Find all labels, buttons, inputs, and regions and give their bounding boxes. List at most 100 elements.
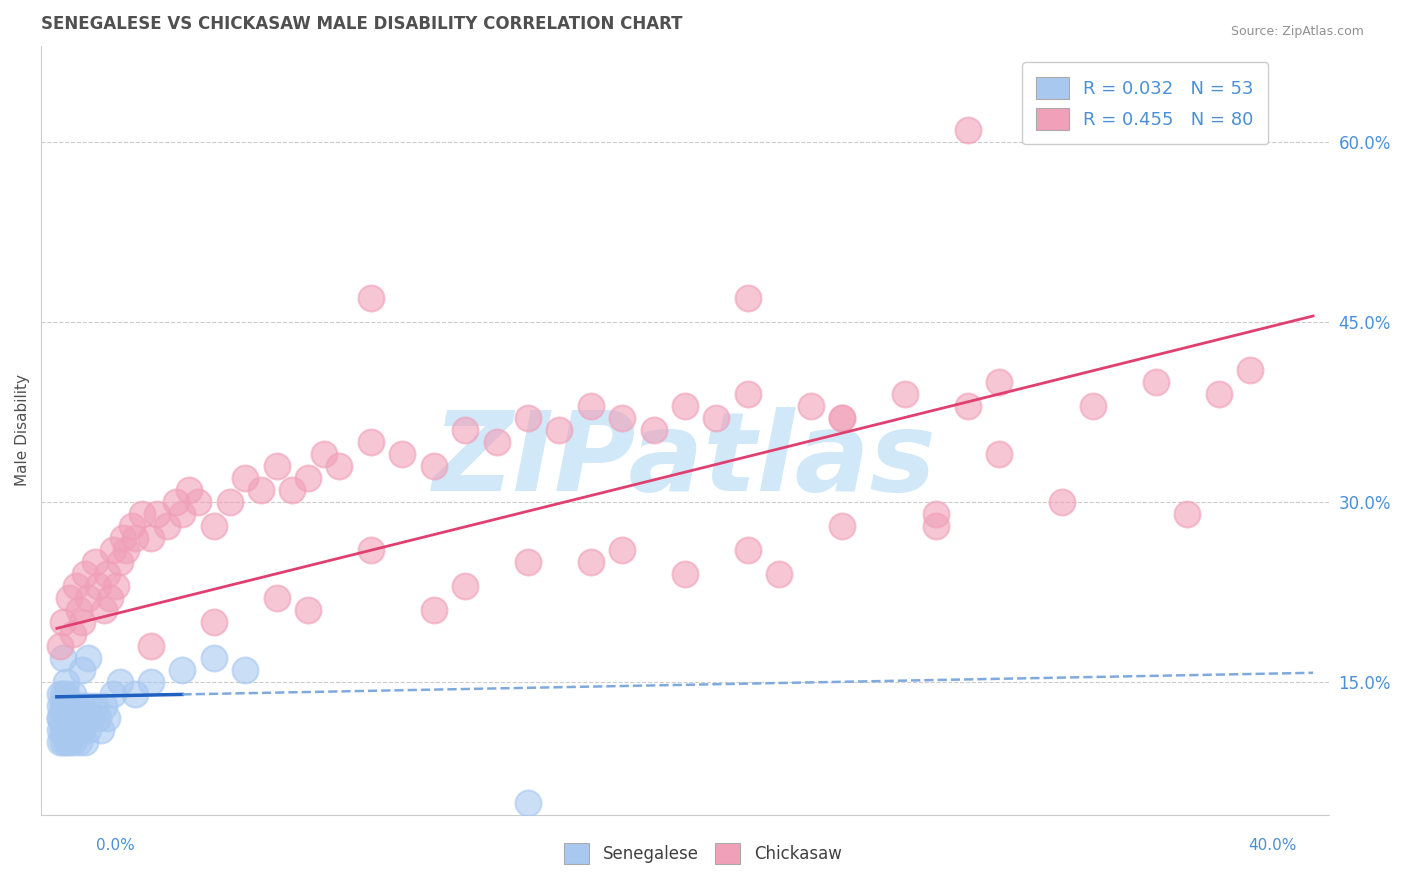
Point [988, 447, 1011, 461]
Point [172, 507, 194, 521]
Legend: Senegalese, Chickasaw: Senegalese, Chickasaw [558, 837, 848, 871]
Point [454, 579, 477, 593]
Point [70, 699, 93, 714]
Text: ZIPatlas: ZIPatlas [433, 408, 936, 515]
Point [139, 675, 162, 690]
Point [894, 387, 917, 401]
Point [187, 495, 209, 509]
Point [297, 603, 319, 617]
Point [360, 543, 382, 558]
Point [233, 471, 256, 485]
Point [768, 567, 790, 582]
Point [52, 699, 75, 714]
Point [49, 711, 72, 725]
Point [75, 711, 97, 725]
Point [266, 459, 288, 474]
Point [704, 411, 727, 425]
Point [52, 711, 75, 725]
Point [218, 495, 240, 509]
Point [52, 723, 75, 738]
Point [83, 699, 105, 714]
Point [111, 531, 134, 545]
Point [108, 555, 131, 569]
Point [485, 435, 508, 450]
Point [83, 555, 105, 569]
Point [643, 423, 665, 437]
Point [202, 519, 225, 533]
Point [70, 723, 93, 738]
Point [86, 579, 108, 593]
Point [1208, 387, 1230, 401]
Point [146, 507, 169, 521]
Point [202, 651, 225, 665]
Point [77, 699, 100, 714]
Point [75, 735, 97, 749]
Point [422, 459, 444, 474]
Text: SENEGALESE VS CHICKASAW MALE DISABILITY CORRELATION CHART: SENEGALESE VS CHICKASAW MALE DISABILITY … [41, 15, 682, 33]
Point [266, 591, 288, 606]
Point [156, 519, 179, 533]
Point [1177, 507, 1199, 521]
Point [93, 603, 115, 617]
Point [360, 291, 382, 305]
Point [1050, 495, 1073, 509]
Point [75, 567, 97, 582]
Point [62, 735, 84, 749]
Point [579, 399, 602, 413]
Point [55, 675, 77, 690]
Point [1083, 399, 1105, 413]
Point [49, 711, 72, 725]
Point [55, 735, 77, 749]
Point [58, 735, 80, 749]
Point [956, 122, 979, 136]
Point [800, 399, 823, 413]
Point [956, 399, 979, 413]
Point [49, 699, 72, 714]
Point [250, 483, 273, 498]
Point [55, 687, 77, 701]
Point [610, 543, 633, 558]
Point [96, 567, 118, 582]
Point [422, 603, 444, 617]
Point [77, 651, 100, 665]
Point [1239, 363, 1261, 377]
Point [67, 735, 90, 749]
Point [1144, 375, 1167, 389]
Text: 40.0%: 40.0% [1249, 838, 1296, 854]
Point [737, 387, 759, 401]
Point [139, 640, 162, 654]
Point [737, 291, 759, 305]
Point [55, 723, 77, 738]
Point [103, 543, 125, 558]
Point [55, 699, 77, 714]
Point [93, 699, 115, 714]
Point [52, 735, 75, 749]
Point [124, 531, 146, 545]
Point [165, 495, 187, 509]
Point [105, 579, 128, 593]
Point [115, 543, 138, 558]
Point [49, 640, 72, 654]
Point [49, 735, 72, 749]
Point [516, 555, 538, 569]
Point [131, 507, 153, 521]
Point [70, 664, 93, 678]
Point [177, 483, 200, 498]
Point [988, 375, 1011, 389]
Point [831, 519, 853, 533]
Text: 0.0%: 0.0% [96, 838, 135, 854]
Point [77, 591, 100, 606]
Point [548, 423, 571, 437]
Point [139, 531, 162, 545]
Point [65, 699, 87, 714]
Point [454, 423, 477, 437]
Point [52, 615, 75, 630]
Point [58, 591, 80, 606]
Point [391, 447, 413, 461]
Point [58, 699, 80, 714]
Point [202, 615, 225, 630]
Point [67, 711, 90, 725]
Point [62, 711, 84, 725]
Legend: R = 0.032   N = 53, R = 0.455   N = 80: R = 0.032 N = 53, R = 0.455 N = 80 [1022, 62, 1268, 145]
Point [121, 519, 143, 533]
